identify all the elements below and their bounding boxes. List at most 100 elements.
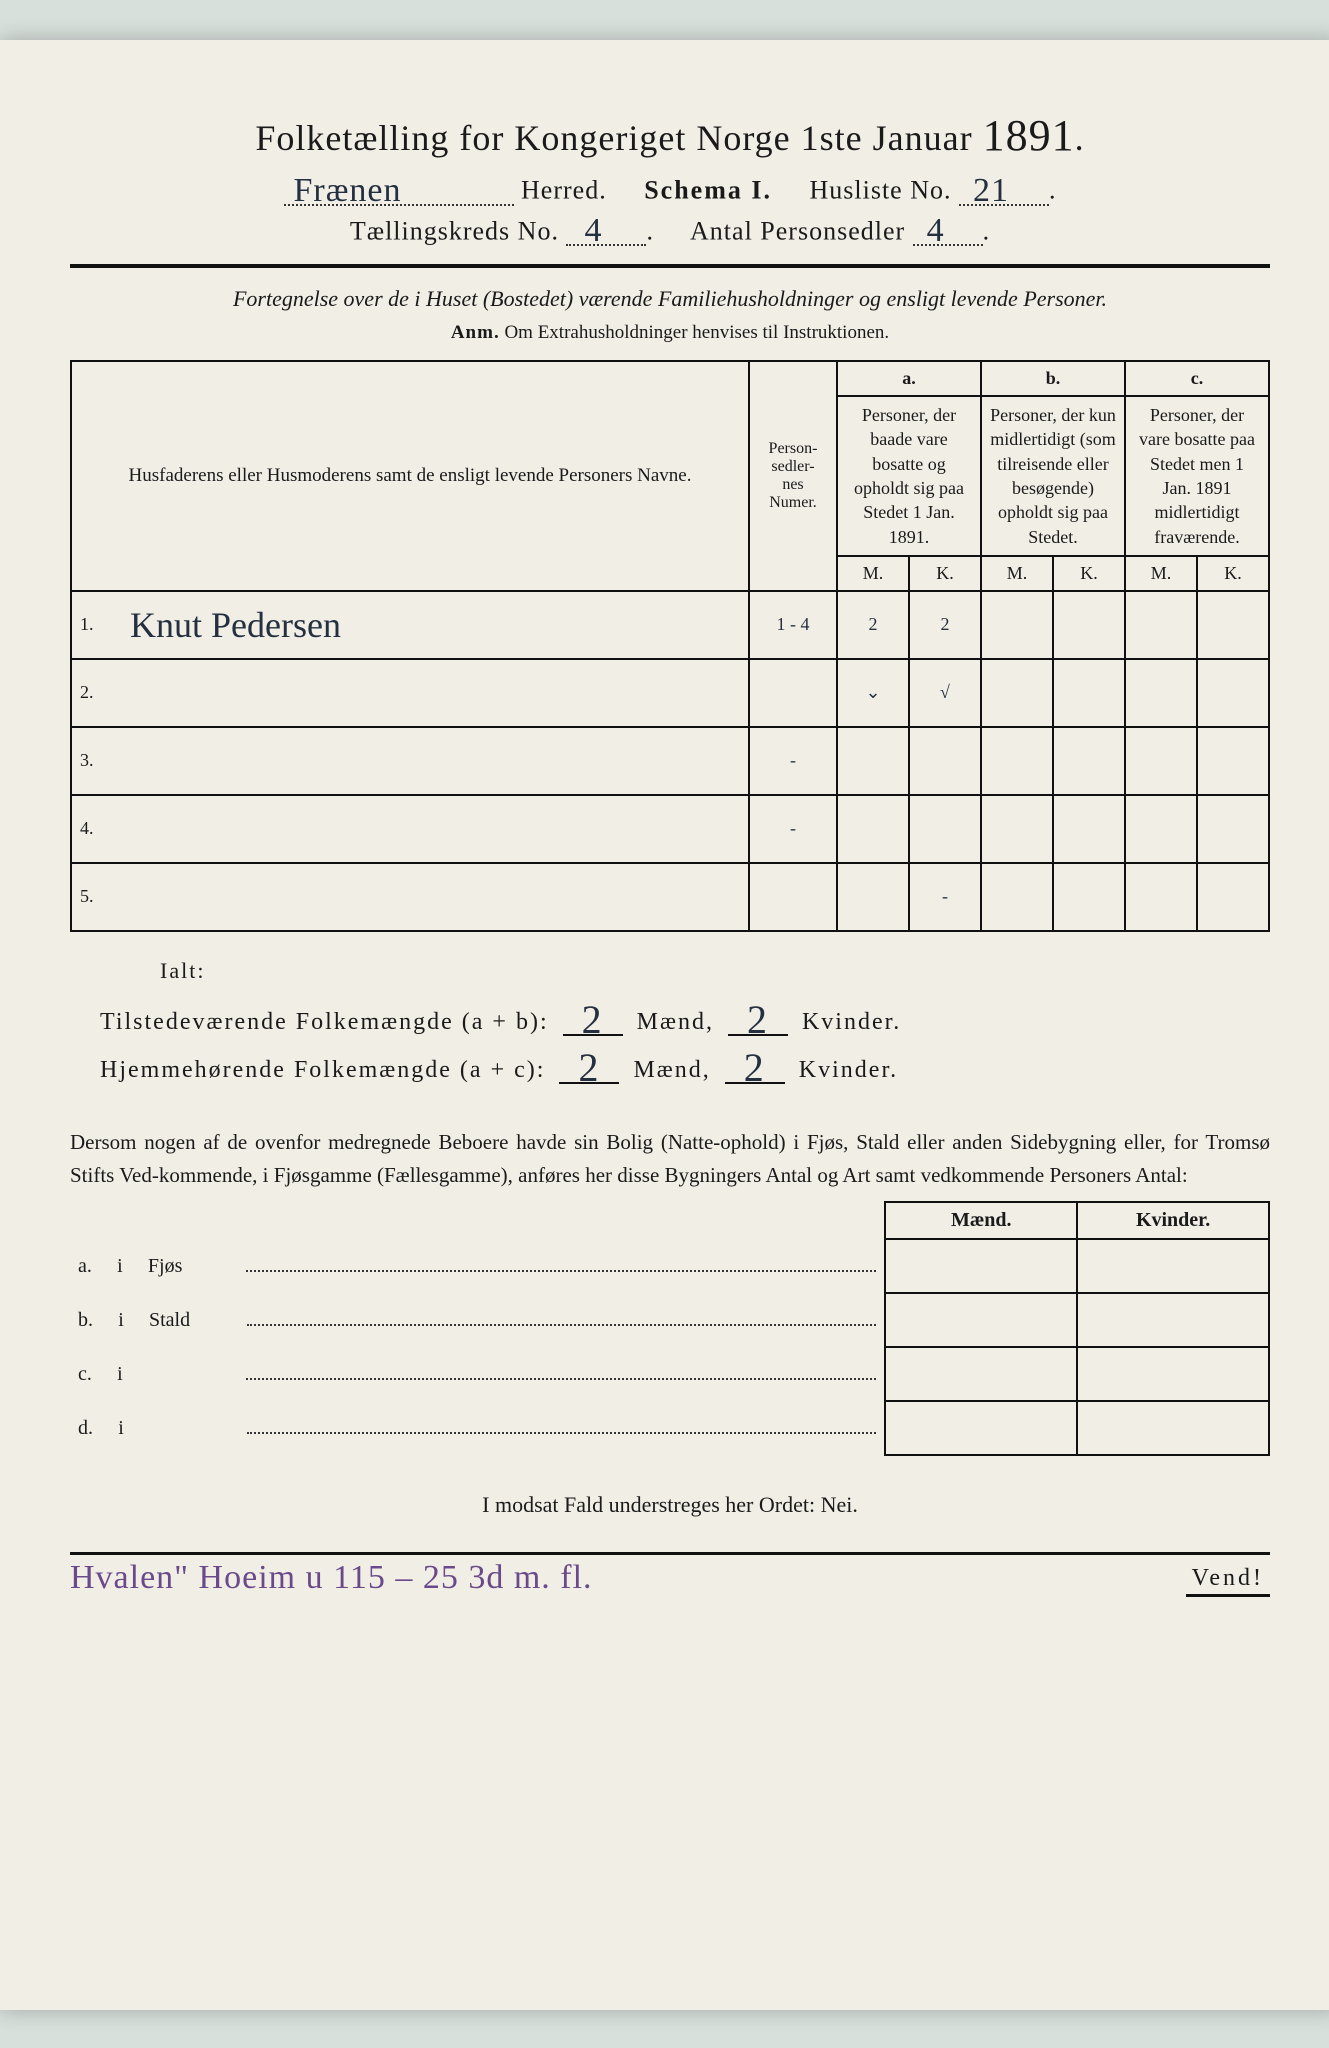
outbuilding-row: d.i — [70, 1401, 1269, 1455]
table-row: 3. - — [71, 727, 1269, 795]
row-cK — [1197, 591, 1269, 659]
c-k: K. — [1197, 556, 1269, 591]
herred-field: Frænen — [284, 175, 514, 206]
col-num-head: Person- sedler- nes Numer. — [749, 361, 837, 591]
table-row: 2.⌄√ — [71, 659, 1269, 727]
ob-i: i — [101, 1309, 149, 1332]
nei-line: I modsat Fald understreges her Ordet: Ne… — [70, 1492, 1270, 1518]
c-m: M. — [1125, 556, 1197, 591]
main-table: Husfaderens eller Husmoderens samt de en… — [70, 360, 1270, 932]
row-aK — [909, 727, 981, 795]
row-num: 1 - 4 — [749, 591, 837, 659]
row-name — [122, 659, 749, 727]
row-aK: √ — [909, 659, 981, 727]
ob-m-cell — [885, 1293, 1077, 1347]
subtitle: Fortegnelse over de i Huset (Bostedet) v… — [70, 286, 1270, 312]
footer-rule — [70, 1552, 1270, 1555]
sum2-m: 2 — [578, 1048, 600, 1088]
kreds-handwritten: 4 — [584, 214, 602, 248]
col-a-letter: a. — [902, 368, 916, 388]
a-m: M. — [837, 556, 909, 591]
ob-i: i — [101, 1417, 149, 1440]
row-cM — [1125, 727, 1197, 795]
b-m: M. — [981, 556, 1053, 591]
sum1-pre: Tilstedeværende Folkemængde (a + b): — [100, 1009, 549, 1035]
col-b-head: b. — [981, 361, 1125, 396]
row-bM — [981, 591, 1053, 659]
row-cM — [1125, 795, 1197, 863]
dotted-line — [246, 1270, 876, 1272]
row-num: - — [749, 727, 837, 795]
sum2-m-slot: 2 — [559, 1042, 619, 1084]
page-title: Folketælling for Kongeriget Norge 1ste J… — [70, 110, 1270, 161]
footer-handnote: Hvalen" Hoeim u 115 – 25 3d m. fl. — [70, 1559, 593, 1597]
herred-label: Herred. — [521, 176, 607, 205]
a-k: K. — [909, 556, 981, 591]
sum2-mand: Mænd, — [633, 1057, 710, 1083]
row-aK: 2 — [909, 591, 981, 659]
anm-bold: Anm. — [451, 322, 500, 343]
ob-label: Stald — [149, 1309, 247, 1332]
outbuilding-row: c.i — [70, 1347, 1269, 1401]
row-index: 3. — [71, 727, 122, 795]
col-c-head: c. — [1125, 361, 1269, 396]
row-index: 4. — [71, 795, 122, 863]
ob-i: i — [100, 1255, 148, 1278]
row-aM — [837, 795, 909, 863]
sum1-k-slot: 2 — [728, 994, 788, 1036]
row-bK — [1053, 727, 1125, 795]
sum1-mand: Mænd, — [637, 1009, 714, 1035]
sum1-k: 2 — [747, 1000, 769, 1040]
row-aK: - — [909, 863, 981, 931]
dotted-line — [246, 1378, 876, 1380]
sum2-k-slot: 2 — [725, 1042, 785, 1084]
ob-k-cell — [1077, 1347, 1269, 1401]
row-cK — [1197, 863, 1269, 931]
row-bK — [1053, 795, 1125, 863]
vend-label: Vend! — [1186, 1563, 1270, 1597]
kreds-label: Tællingskreds No. — [350, 216, 559, 245]
header-row-1: Frænen Herred. Schema I. Husliste No. 21… — [70, 175, 1270, 206]
title-pre: Folketælling for Kongeriget Norge 1ste J… — [255, 118, 982, 158]
row-name — [122, 727, 749, 795]
row-index: 5. — [71, 863, 122, 931]
dotted-line — [247, 1324, 876, 1326]
row-aM: ⌄ — [837, 659, 909, 727]
sum1-kvinder: Kvinder. — [802, 1009, 901, 1035]
ob-m-cell — [885, 1401, 1077, 1455]
row-cM — [1125, 591, 1197, 659]
sum-row-present: Tilstedeværende Folkemængde (a + b): 2 M… — [100, 994, 1270, 1036]
title-year: 1891 — [983, 111, 1075, 160]
antal-field: 4 — [913, 216, 983, 247]
antal-label: Antal Personsedler — [690, 216, 905, 245]
ob-k-cell — [1077, 1401, 1269, 1455]
col-c-letter: c. — [1191, 368, 1204, 388]
ialt-label: Ialt: — [160, 958, 1270, 984]
col-name-head: Husfaderens eller Husmoderens samt de en… — [71, 361, 749, 591]
row-cM — [1125, 863, 1197, 931]
row-name — [122, 795, 749, 863]
husliste-field: 21 — [959, 175, 1049, 206]
row-name — [122, 863, 749, 931]
row-bM — [981, 863, 1053, 931]
ob-key: c. — [78, 1363, 100, 1386]
row-index: 1. — [71, 591, 122, 659]
sum1-m-slot: 2 — [563, 994, 623, 1036]
sum1-m: 2 — [582, 1000, 604, 1040]
antal-handwritten: 4 — [927, 214, 945, 248]
ob-k-cell — [1077, 1293, 1269, 1347]
ob-head-m: Mænd. — [885, 1202, 1077, 1239]
census-form-sheet: Folketælling for Kongeriget Norge 1ste J… — [0, 40, 1329, 2010]
sum2-k: 2 — [744, 1048, 766, 1088]
ob-key: b. — [78, 1309, 101, 1332]
row-cK — [1197, 795, 1269, 863]
col-a-text: Personer, der baade vare bosatte og opho… — [837, 396, 981, 556]
outbuilding-row: b.iStald — [70, 1293, 1269, 1347]
col-num-text: Person- sedler- nes Numer. — [758, 440, 828, 512]
ob-k-cell — [1077, 1239, 1269, 1293]
husliste-handwritten: 21 — [973, 174, 1009, 208]
ob-head-k: Kvinder. — [1077, 1202, 1269, 1239]
divider — [70, 264, 1270, 268]
ob-i: i — [100, 1363, 148, 1386]
row-cM — [1125, 659, 1197, 727]
